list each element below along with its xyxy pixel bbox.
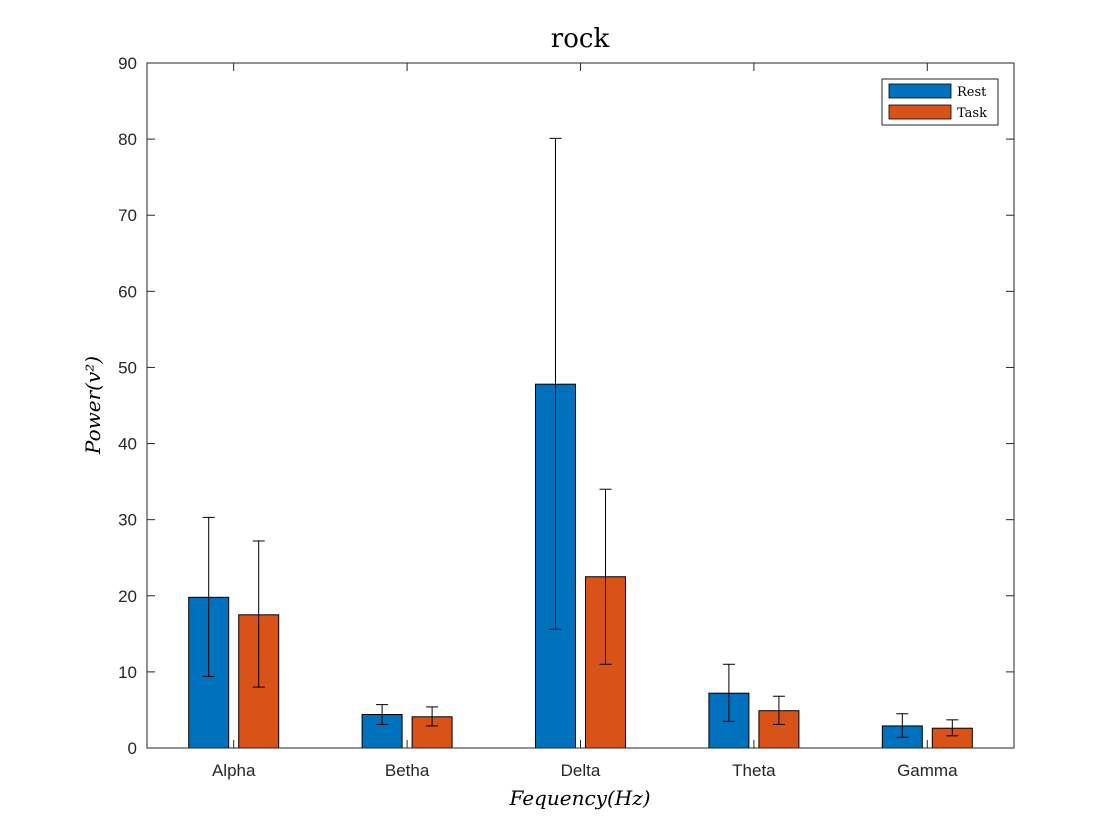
y-tick-label: 40 bbox=[118, 435, 137, 454]
legend-swatch-rest bbox=[888, 83, 952, 99]
y-tick-label: 30 bbox=[118, 511, 137, 530]
y-tick-label: 20 bbox=[118, 587, 137, 606]
x-axis-ticks: Alpha Betha Delta Theta Gamma bbox=[212, 63, 958, 780]
x-tick-label: Theta bbox=[732, 761, 776, 780]
legend-swatch-task bbox=[888, 104, 952, 120]
legend-label-rest: Rest bbox=[957, 85, 987, 100]
legend: Rest Task bbox=[881, 78, 999, 126]
error-bars-group bbox=[202, 137, 959, 738]
x-tick-label: Gamma bbox=[897, 761, 958, 780]
y-tick-label: 10 bbox=[118, 663, 137, 682]
x-tick-label: Betha bbox=[385, 761, 430, 780]
y-tick-label: 80 bbox=[118, 130, 137, 149]
y-tick-label: 90 bbox=[118, 54, 137, 73]
plot-frame bbox=[146, 62, 1015, 749]
bars-group bbox=[188, 383, 973, 749]
y-tick-label: 50 bbox=[118, 358, 137, 377]
y-tick-label: 70 bbox=[118, 206, 137, 225]
x-tick-label: Delta bbox=[561, 761, 601, 780]
x-tick-label: Alpha bbox=[212, 761, 256, 780]
x-axis-label: Fequency(Hz) bbox=[508, 786, 650, 810]
y-tick-label: 0 bbox=[128, 739, 137, 758]
y-axis-ticks: 0 10 20 30 40 50 60 70 80 90 bbox=[118, 54, 1014, 758]
y-tick-label: 60 bbox=[118, 282, 137, 301]
chart-title: rock bbox=[551, 24, 610, 54]
y-axis-label: Power(v²) bbox=[81, 356, 105, 455]
legend-label-task: Task bbox=[957, 106, 987, 121]
plot-area bbox=[147, 63, 1014, 748]
